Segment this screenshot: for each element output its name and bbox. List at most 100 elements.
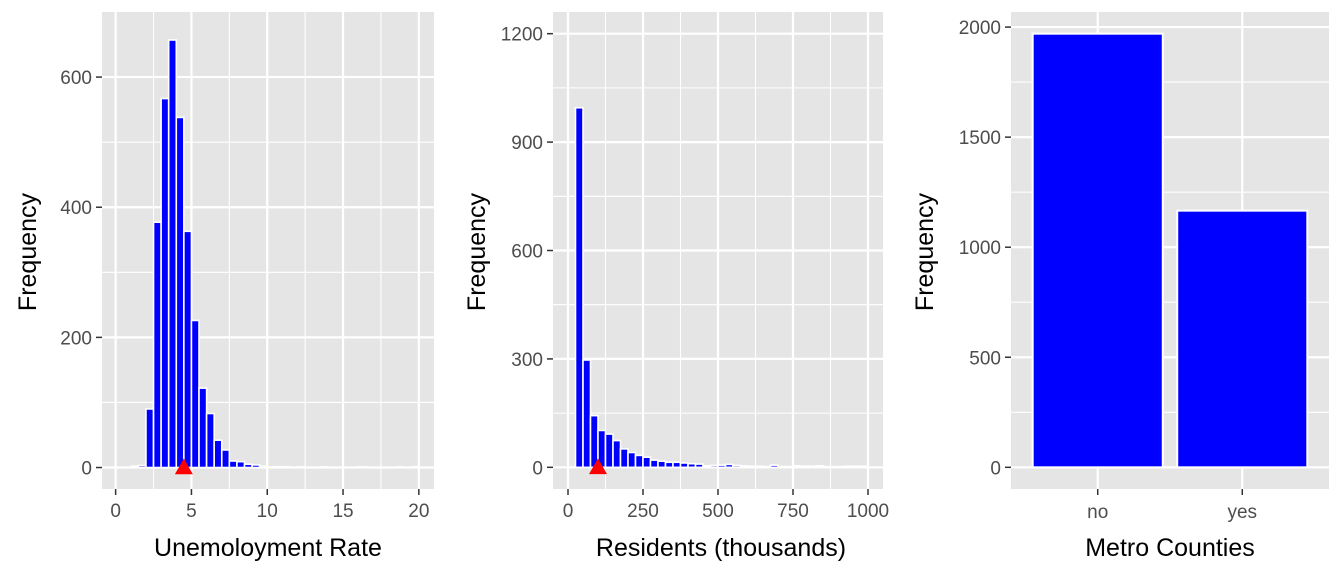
residents-histogram-bar bbox=[717, 464, 727, 469]
residents-histogram-bar bbox=[604, 433, 614, 469]
unemployment-histogram-bar bbox=[251, 464, 261, 469]
residents-histogram-bar bbox=[739, 465, 749, 469]
residents-histogram-bar bbox=[574, 106, 584, 469]
residents-axes: 0 300 600 900 1200 0 250 500 750 1000 bbox=[501, 25, 889, 522]
residents-x-tick-label: 250 bbox=[627, 501, 659, 522]
unemployment-x-tick-label: 15 bbox=[332, 501, 353, 522]
residents-histogram-bar bbox=[799, 465, 809, 469]
residents-histogram-bar bbox=[814, 465, 824, 469]
unemployment-axes: 0 200 400 600 0 5 10 15 20 bbox=[60, 68, 429, 522]
residents-y-tick-label: 0 bbox=[532, 458, 543, 479]
residents-x-tick-label: 1000 bbox=[847, 501, 889, 522]
unemployment-histogram-bar bbox=[266, 466, 276, 469]
residents-histogram-bar bbox=[829, 465, 839, 469]
residents-histogram-bar bbox=[807, 465, 817, 469]
metro-x-axis-title: Metro Counties bbox=[1085, 534, 1255, 562]
unemployment-histogram-bar bbox=[190, 319, 200, 469]
unemployment-histogram-bar bbox=[243, 463, 253, 469]
unemployment-histogram-bar bbox=[357, 466, 367, 469]
unemployment-mean-marker-layer bbox=[174, 458, 193, 475]
unemployment-histogram-bar bbox=[281, 466, 291, 469]
unemployment-histogram-bar bbox=[220, 449, 231, 469]
unemployment-y-tick-label: 600 bbox=[60, 68, 92, 89]
unemployment-x-axis-title: Unemoloyment Rate bbox=[154, 534, 382, 562]
unemployment-histogram-bar bbox=[198, 387, 208, 469]
metro-y-tick-label: 1000 bbox=[959, 238, 1001, 259]
residents-histogram-bar bbox=[634, 454, 644, 469]
residents-bars bbox=[574, 106, 869, 469]
residents-mean-marker-layer bbox=[589, 458, 607, 475]
unemployment-histogram-bar bbox=[410, 466, 420, 469]
residents-x-tick-label: 750 bbox=[777, 501, 809, 522]
unemployment-mean-triangle-marker bbox=[174, 458, 193, 475]
residents-histogram: 0 300 600 900 1200 0 250 500 750 1000 Residents (… bbox=[463, 12, 889, 562]
residents-mean-triangle-marker bbox=[589, 458, 607, 475]
unemployment-histogram-bar bbox=[130, 465, 140, 469]
unemployment-x-tick-label: 10 bbox=[257, 501, 278, 522]
residents-histogram-bar bbox=[769, 464, 779, 469]
metro-bars bbox=[1031, 32, 1309, 469]
residents-histogram-bar bbox=[822, 465, 832, 469]
unemployment-x-tick-label: 5 bbox=[186, 501, 197, 522]
residents-histogram-bar bbox=[612, 439, 622, 469]
metro-y-tick-label: 2000 bbox=[959, 18, 1001, 39]
unemployment-gridlines bbox=[102, 12, 434, 489]
metro-bar-no bbox=[1031, 32, 1164, 469]
unemployment-histogram: 0 200 400 600 0 5 10 15 20 Unemoloyment Rate Fre… bbox=[14, 12, 434, 562]
residents-y-axis-title: Frequency bbox=[463, 192, 491, 311]
residents-histogram-bar bbox=[687, 462, 697, 469]
unemployment-histogram-bar bbox=[213, 439, 223, 469]
residents-histogram-bar bbox=[627, 451, 637, 469]
unemployment-x-tick-label: 20 bbox=[408, 501, 429, 522]
residents-x-tick-label: 0 bbox=[563, 501, 574, 522]
metro-axes: 0 500 1000 1500 2000 no yes bbox=[959, 18, 1257, 523]
residents-histogram-bar bbox=[702, 465, 712, 469]
residents-histogram-bar bbox=[732, 464, 742, 469]
residents-histogram-bar bbox=[859, 465, 869, 469]
residents-histogram-bar bbox=[649, 459, 659, 469]
residents-histogram-bar bbox=[664, 461, 674, 469]
metro-y-tick-label: 500 bbox=[969, 348, 1001, 369]
metro-x-tick-label-no: no bbox=[1087, 502, 1108, 523]
residents-x-tick-label: 500 bbox=[702, 501, 734, 522]
unemployment-histogram-bar bbox=[183, 230, 193, 469]
unemployment-histogram-bar bbox=[258, 465, 269, 469]
residents-histogram-bar bbox=[754, 465, 764, 469]
residents-histogram-bar bbox=[642, 456, 652, 469]
residents-histogram-bar bbox=[619, 448, 629, 469]
residents-histogram-bar bbox=[747, 465, 757, 469]
unemployment-histogram-bar bbox=[137, 464, 147, 469]
unemployment-histogram-bar bbox=[152, 221, 162, 469]
unemployment-y-tick-label: 0 bbox=[81, 459, 92, 480]
unemployment-y-axis-title: Frequency bbox=[14, 192, 42, 311]
residents-histogram-bar bbox=[837, 465, 847, 469]
residents-y-tick-label: 1200 bbox=[501, 25, 543, 46]
unemployment-histogram-bar bbox=[228, 460, 238, 469]
residents-y-tick-label: 900 bbox=[511, 133, 543, 154]
unemployment-histogram-bar bbox=[205, 412, 215, 469]
residents-x-axis-title: Residents (thousands) bbox=[596, 534, 846, 562]
unemployment-histogram-bar bbox=[167, 39, 178, 469]
residents-histogram-bar bbox=[792, 465, 802, 469]
metro-x-tick-label-yes: yes bbox=[1227, 502, 1257, 523]
unemployment-histogram-bar bbox=[296, 466, 306, 469]
unemployment-histogram-bar bbox=[319, 466, 329, 469]
residents-histogram-bar bbox=[852, 465, 862, 469]
unemployment-histogram-bar bbox=[145, 408, 155, 469]
residents-histogram-bar bbox=[844, 465, 854, 469]
unemployment-histogram-bar bbox=[274, 466, 284, 469]
unemployment-y-tick-label: 400 bbox=[60, 198, 92, 219]
metro-bar-yes bbox=[1176, 209, 1309, 469]
residents-histogram-bar bbox=[724, 463, 734, 469]
metro-y-tick-label: 0 bbox=[990, 458, 1001, 479]
residents-histogram-bar bbox=[679, 462, 689, 469]
residents-histogram-bar bbox=[784, 465, 794, 469]
metro-y-axis-title: Frequency bbox=[911, 192, 939, 311]
residents-histogram-bar bbox=[589, 414, 599, 469]
residents-histogram-bar bbox=[672, 461, 682, 469]
residents-histogram-bar bbox=[582, 359, 592, 469]
unemployment-histogram-bar bbox=[236, 460, 246, 469]
residents-histogram-bar bbox=[762, 465, 772, 469]
residents-y-tick-label: 300 bbox=[511, 350, 543, 371]
